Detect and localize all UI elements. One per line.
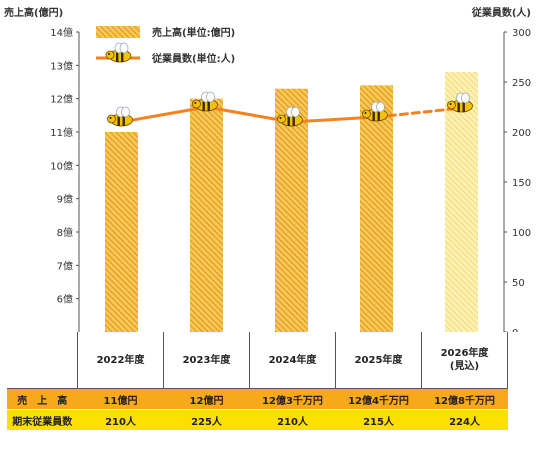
left-tick-label: 6億 — [57, 293, 73, 306]
table-year-2025: 2025年度 — [335, 332, 422, 389]
staff-cell: 210人 — [77, 409, 164, 430]
line-segment-3 — [375, 106, 463, 119]
left-tick-label: 7億 — [57, 259, 73, 272]
table-corner — [7, 332, 78, 389]
bar-sales-0 — [105, 132, 138, 332]
table-header-row: 2022年度 2023年度 2024年度 2025年度 2026年度 (見込) — [7, 332, 508, 389]
right-tick-label: 0 — [512, 328, 518, 332]
staff-cell: 225人 — [163, 409, 250, 430]
legend-label-staff: 従業員数(単位:人) — [151, 52, 235, 65]
bee-icon-point-1 — [192, 91, 218, 112]
right-axis-ticks: 0 50 100 150 200 250 300 — [504, 28, 531, 332]
table-year-2022: 2022年度 — [77, 332, 164, 389]
sales-cell: 11億円 — [77, 388, 164, 410]
sales-cell: 12億4千万円 — [335, 388, 422, 410]
right-tick-label: 100 — [512, 228, 531, 239]
right-tick-label: 250 — [512, 78, 531, 89]
right-tick-label: 50 — [512, 278, 525, 289]
left-tick-label: 9億 — [57, 193, 73, 206]
legend-bee-icon — [105, 42, 132, 63]
left-tick-label: 14億 — [50, 26, 73, 39]
legend-swatch-sales — [96, 26, 140, 38]
row-label-sales: 売 上 高 — [7, 388, 78, 410]
table-year-2024: 2024年度 — [249, 332, 336, 389]
left-tick-label: 12億 — [50, 93, 73, 106]
sales-cell: 12億8千万円 — [421, 388, 508, 410]
data-table: 2022年度 2023年度 2024年度 2025年度 2026年度 (見込) 売… — [7, 332, 508, 430]
sales-cell: 12億円 — [163, 388, 250, 410]
legend-label-sales: 売上高(単位:億円) — [152, 26, 235, 39]
left-tick-label: 10億 — [50, 159, 73, 172]
table-year-2023: 2023年度 — [163, 332, 250, 389]
chart: 売上高(億円) 従業員数(人) 6億7億8億9億10億11億12億13億14億 … — [4, 6, 531, 332]
left-tick-label: 13億 — [50, 59, 73, 72]
sales-cell: 12億3千万円 — [249, 388, 336, 410]
sales-bars — [105, 72, 478, 332]
line-segment-2 — [290, 115, 378, 124]
table-year-2026: 2026年度 (見込) — [421, 332, 508, 389]
staff-cell: 224人 — [421, 409, 508, 430]
bar-sales-1 — [190, 98, 223, 332]
staff-cell: 215人 — [335, 409, 422, 430]
right-tick-label: 150 — [512, 178, 531, 189]
bar-sales-3 — [360, 85, 393, 332]
row-label-staff: 期末従業員数 — [7, 409, 78, 430]
left-axis-ticks: 6億 7億 8億 9億 10億 11億 12億 13億 14億 — [50, 26, 79, 306]
bee-icon-point-0 — [107, 106, 133, 127]
legend: 売上高(単位:億円) 従業員数(単位:人) — [96, 26, 235, 65]
table-row-staff: 期末従業員数 210人 225人 210人 215人 224人 — [7, 409, 508, 430]
right-tick-label: 300 — [512, 28, 531, 39]
left-axis-title: 売上高(億円) — [4, 6, 63, 19]
bar-sales-4 — [445, 72, 478, 332]
left-tick-label: 8億 — [57, 226, 73, 239]
right-tick-label: 200 — [512, 128, 531, 139]
line-segment-0 — [120, 105, 208, 124]
table-row-sales: 売 上 高 11億円 12億円 12億3千万円 12億4千万円 12億8千万円 — [7, 388, 508, 410]
staff-cell: 210人 — [249, 409, 336, 430]
left-tick-label: 11億 — [50, 126, 73, 139]
right-axis-title: 従業員数(人) — [471, 6, 531, 19]
table-year-2026-note: (見込) — [449, 361, 480, 372]
bar-sales-2 — [275, 88, 308, 332]
